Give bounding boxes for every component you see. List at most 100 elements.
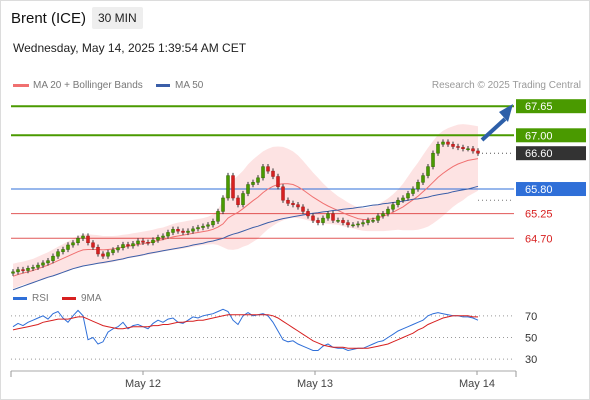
candle-bull [196, 227, 200, 230]
ma50-swatch [156, 84, 170, 87]
candle-bull [431, 152, 435, 167]
level-label-resistance: 67.00 [525, 130, 553, 142]
candle-bear [91, 242, 95, 248]
level-lines [11, 105, 514, 239]
candle-bull [156, 237, 160, 241]
candle-bear [281, 186, 285, 201]
candle-bear [341, 220, 345, 223]
x-tick-label: May 14 [459, 378, 495, 390]
candle-bull [246, 184, 250, 194]
candle-bear [266, 166, 270, 172]
ma20-swatch [13, 84, 29, 87]
forecast-arrow-shaft [480, 117, 507, 142]
candle-bear [236, 197, 240, 205]
candle-bull [81, 235, 85, 239]
candle-bull [16, 269, 20, 273]
candle-bear [86, 235, 90, 243]
candle-bull [366, 220, 370, 223]
candle-bull [151, 239, 155, 243]
rsi-tick-label: 30 [525, 354, 537, 366]
candle-bear [181, 230, 185, 233]
rsi-tick-label: 50 [525, 333, 537, 345]
candle-bull [371, 220, 375, 222]
candle-bull [61, 249, 65, 252]
candle-bull [326, 213, 330, 219]
candle-bear [231, 175, 235, 199]
candle-bull [436, 144, 440, 154]
candle-bull [31, 267, 35, 269]
candle-bull [361, 222, 365, 225]
candle-bull [421, 175, 425, 183]
level-label-resistance: 67.65 [525, 101, 553, 113]
candle-bull [356, 223, 360, 226]
candle-bull [256, 177, 260, 183]
x-tick-label: May 13 [297, 378, 333, 390]
candle-bear [311, 215, 315, 221]
candle-bull [136, 240, 140, 244]
ma9-swatch [62, 297, 76, 300]
candle-bull [441, 141, 445, 145]
level-badge-resistance [516, 99, 586, 114]
candle-bull [406, 193, 410, 199]
candle-bull [121, 244, 125, 248]
candle-bull [376, 215, 380, 221]
ma20-line [12, 158, 479, 277]
credit-text: Research © 2025 Trading Central [431, 80, 581, 91]
level-label-support: 64.70 [525, 233, 553, 245]
candle-bear [301, 206, 305, 212]
candle-bear [476, 150, 480, 154]
level-label-pivot: 65.80 [525, 184, 553, 196]
rsi-tick-label: 70 [525, 311, 537, 323]
candle-bull [36, 264, 40, 268]
candle-bear [296, 204, 300, 208]
candle-bear [461, 147, 465, 149]
candle-bull [466, 148, 470, 150]
interval-button[interactable]: 30 MIN [92, 7, 143, 29]
candle-bull [226, 175, 230, 199]
legend-rsi: RSI [32, 293, 49, 304]
candle-bull [186, 230, 190, 233]
candle-bull [11, 271, 15, 274]
9ma-line [12, 314, 478, 349]
level-labels: 67.65 67.00 66.60 65.80 65.25 64.70 [516, 99, 586, 245]
candle-bull [396, 199, 400, 205]
candle-bull [131, 243, 135, 247]
candle-bull [116, 247, 120, 251]
datetime-label: Wednesday, May 14, 2025 1:39:54 AM CET [13, 41, 247, 55]
level-label-support: 65.25 [525, 209, 553, 221]
candle-bear [316, 220, 320, 223]
candle-bear [96, 246, 100, 255]
candle-bear [446, 141, 450, 145]
candle-bear [291, 203, 295, 205]
candle-bear [306, 211, 310, 217]
candle-bull [251, 182, 255, 185]
legend-bollinger: MA 20 + Bollinger Bands [33, 80, 143, 91]
rsi-line [12, 308, 479, 352]
time-axis: May 12 May 13 May 14 [10, 370, 517, 390]
candle-bull [321, 217, 325, 223]
forecast-arrow [480, 104, 513, 142]
candle-bull [111, 249, 115, 253]
candle-bull [106, 252, 110, 257]
candle-bull [211, 221, 215, 226]
candle-bull [411, 188, 415, 194]
candle-bull [426, 166, 430, 176]
candle-bull [56, 251, 60, 257]
candle-bull [171, 229, 175, 233]
candle-bull [381, 213, 385, 217]
level-badge-last [516, 146, 586, 161]
candle-bull [386, 208, 390, 214]
instrument-title: Brent (ICE) [11, 10, 87, 27]
ma50-line [12, 185, 479, 291]
candle-bear [126, 244, 130, 247]
candle-bull [221, 197, 225, 212]
candle-bull [166, 232, 170, 237]
candle-bear [146, 242, 150, 244]
candle-bear [456, 146, 460, 148]
candle-bull [51, 255, 55, 261]
candle-bear [101, 253, 105, 257]
candle-bear [286, 199, 290, 204]
candle-bull [241, 193, 245, 205]
candle-bull [26, 268, 30, 271]
candle-bear [451, 144, 455, 147]
